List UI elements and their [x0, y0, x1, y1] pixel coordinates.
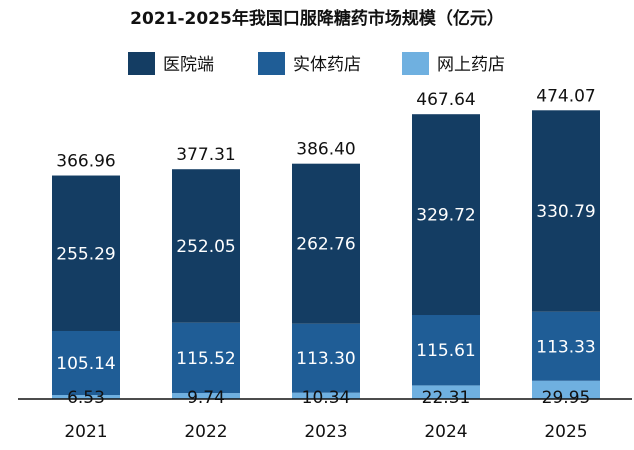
data-label-online-pharmacy-2022: 9.74	[187, 388, 225, 408]
data-label-hospital-2022: 252.05	[176, 237, 235, 257]
x-tick-label-2021: 2021	[64, 422, 107, 442]
bar-online-pharmacy-2023	[292, 392, 360, 399]
bar-online-pharmacy-2022	[172, 393, 240, 399]
bar-retail-pharmacy-2022	[172, 322, 240, 394]
x-tick-label-2024: 2024	[424, 422, 467, 442]
data-label-retail-pharmacy-2025: 113.33	[536, 337, 595, 357]
bar-hospital-2022	[172, 169, 240, 323]
legend-swatch-online-pharmacy	[402, 52, 429, 75]
total-label-2025: 474.07	[536, 86, 595, 106]
x-tick-label-2025: 2025	[544, 422, 587, 442]
legend-swatch-retail-pharmacy	[258, 52, 285, 75]
data-label-hospital-2025: 330.79	[536, 202, 595, 222]
data-label-online-pharmacy-2024: 22.31	[422, 388, 471, 408]
data-label-hospital-2024: 329.72	[416, 206, 475, 226]
total-label-2022: 377.31	[176, 145, 235, 165]
total-label-2024: 467.64	[416, 90, 475, 110]
data-label-online-pharmacy-2023: 10.34	[302, 388, 351, 408]
data-label-hospital-2023: 262.76	[296, 235, 355, 255]
data-label-online-pharmacy-2021: 6.53	[67, 388, 105, 408]
bar-retail-pharmacy-2023	[292, 323, 360, 393]
data-label-online-pharmacy-2025: 29.95	[542, 388, 591, 408]
bar-retail-pharmacy-2025	[532, 311, 600, 381]
bar-retail-pharmacy-2024	[412, 315, 480, 386]
bars-group	[52, 110, 600, 399]
bar-hospital-2023	[292, 163, 360, 324]
legend-swatch-hospital	[128, 52, 155, 75]
data-label-retail-pharmacy-2023: 113.30	[296, 349, 355, 369]
bar-hospital-2021	[52, 175, 120, 331]
chart-title: 2021-2025年我国口服降糖药市场规模（亿元）	[130, 8, 504, 29]
bar-hospital-2025	[532, 110, 600, 312]
labels-group: 6.53 105.14 255.29 366.96 9.74 115.52 252.05 37…	[56, 86, 595, 408]
x-tick-label-2022: 2022	[184, 422, 227, 442]
data-label-retail-pharmacy-2022: 115.52	[176, 349, 235, 369]
data-label-retail-pharmacy-2024: 115.61	[416, 341, 475, 361]
legend-label-hospital: 医院端	[163, 55, 214, 75]
x-tick-label-2023: 2023	[304, 422, 347, 442]
bar-retail-pharmacy-2021	[52, 330, 120, 396]
bar-online-pharmacy-2024	[412, 385, 480, 399]
legend: 医院端 实体药店 网上药店	[128, 52, 505, 75]
total-label-2023: 386.40	[296, 140, 355, 160]
x-ticks-group: 2021 2022 2023 2024 2025	[64, 422, 587, 442]
total-label-2021: 366.96	[56, 152, 115, 172]
bar-hospital-2024	[412, 114, 480, 316]
legend-label-retail-pharmacy: 实体药店	[293, 55, 361, 75]
data-label-retail-pharmacy-2021: 105.14	[56, 354, 115, 374]
bar-online-pharmacy-2025	[532, 380, 600, 399]
legend-label-online-pharmacy: 网上药店	[437, 55, 505, 75]
data-label-hospital-2021: 255.29	[56, 244, 115, 264]
bar-online-pharmacy-2021	[52, 395, 120, 399]
